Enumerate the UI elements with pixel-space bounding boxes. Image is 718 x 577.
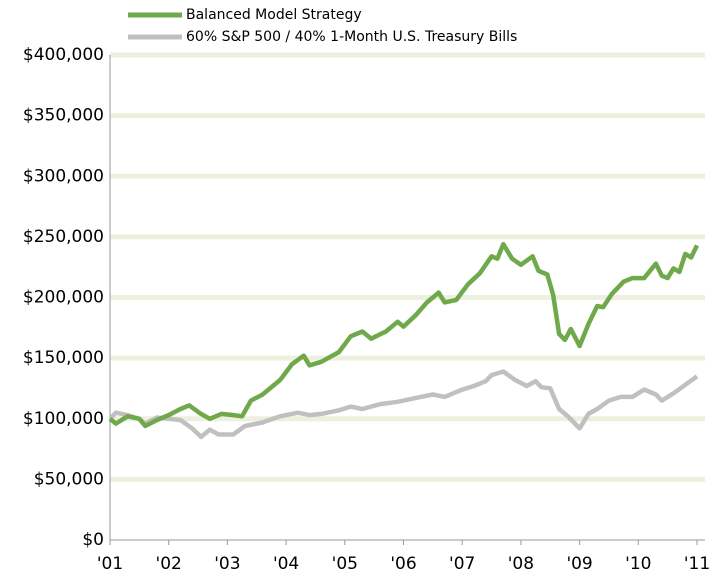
- y-tick-label: $400,000: [23, 45, 104, 65]
- x-tick-label: '09: [566, 554, 592, 574]
- y-tick-label: $350,000: [23, 106, 104, 126]
- x-tick-label: '04: [273, 554, 299, 574]
- y-tick-label: $200,000: [23, 288, 104, 308]
- legend-label: 60% S&P 500 / 40% 1-Month U.S. Treasury …: [186, 29, 517, 45]
- x-tick-label: '08: [508, 554, 534, 574]
- x-tick-label: '06: [390, 554, 416, 574]
- series-line: [108, 241, 700, 429]
- x-tick-label: '10: [625, 554, 651, 574]
- x-tick-label: '11: [684, 554, 710, 574]
- x-tick-label: '07: [449, 554, 475, 574]
- y-tick-label: $100,000: [23, 409, 104, 429]
- y-tick-label: $50,000: [34, 469, 104, 489]
- y-tick-label: $150,000: [23, 348, 104, 368]
- x-tick-label: '01: [97, 554, 123, 574]
- x-tick-label: '03: [214, 554, 240, 574]
- y-tick-label: $300,000: [23, 166, 104, 186]
- series-line: [108, 369, 699, 440]
- legend-label: Balanced Model Strategy: [186, 7, 362, 23]
- y-tick-label: $250,000: [23, 227, 104, 247]
- x-tick-label: '02: [156, 554, 182, 574]
- y-tick-label: $0: [82, 530, 104, 550]
- x-tick-label: '05: [332, 554, 358, 574]
